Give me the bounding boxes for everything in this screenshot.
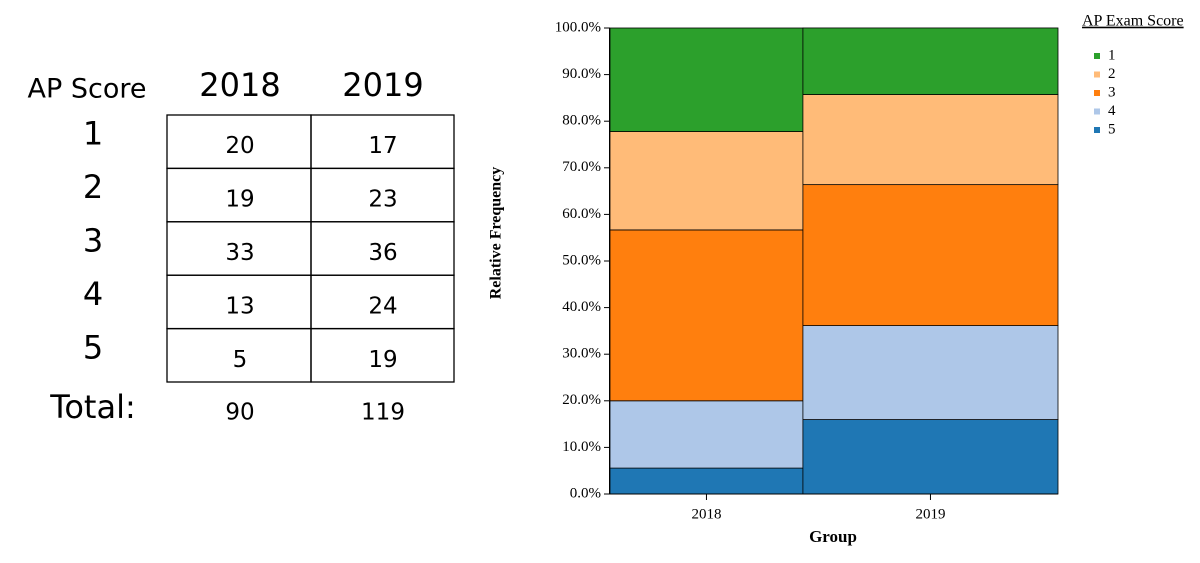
legend-swatch [1094, 127, 1100, 133]
cell-value: 33 [225, 240, 254, 266]
table-header: 2019 [342, 66, 423, 104]
total-value: 119 [361, 400, 405, 426]
cell-value: 17 [368, 133, 397, 159]
y-axis-label: Relative Frequency [488, 167, 505, 300]
legend-label: 5 [1108, 121, 1116, 137]
cell-value: 24 [368, 293, 397, 319]
y-tick-label: 20.0% [562, 392, 601, 408]
y-tick-label: 70.0% [562, 159, 601, 175]
y-tick-label: 50.0% [562, 252, 601, 268]
y-tick-label: 100.0% [555, 19, 601, 35]
bar-segment [609, 229, 804, 402]
bar-segment [609, 131, 804, 231]
row-label: 4 [83, 275, 103, 313]
row-label: 3 [83, 222, 103, 260]
total-value: 90 [225, 400, 254, 426]
legend-label: 2 [1108, 66, 1116, 82]
legend-swatch [1094, 71, 1100, 78]
cell-value: 19 [225, 187, 254, 213]
cell-value: 20 [225, 133, 254, 159]
x-tick-label: 2019 [915, 506, 945, 522]
legend-label: 1 [1108, 47, 1116, 63]
bar-segment [802, 94, 1059, 186]
y-tick-label: 80.0% [562, 113, 601, 129]
legend-label: 4 [1108, 103, 1116, 119]
legend-swatch [1094, 108, 1100, 115]
bar-segment [802, 27, 1059, 95]
legend-title: AP Exam Score [1082, 13, 1184, 30]
row-label: 5 [83, 328, 103, 366]
y-tick-label: 60.0% [562, 206, 601, 222]
cell-value: 5 [233, 347, 248, 373]
bar-segment [609, 27, 804, 132]
bar-segment [802, 419, 1059, 495]
bar-segment [609, 400, 804, 469]
legend-label: 3 [1108, 84, 1116, 100]
y-tick-label: 10.0% [562, 439, 601, 455]
bar-segment [609, 467, 804, 495]
cell-value: 19 [368, 347, 397, 373]
table-cell [310, 327, 455, 383]
table-header: 2018 [199, 66, 280, 104]
x-axis-label: Group [809, 527, 857, 546]
row-label: 2 [83, 168, 103, 206]
legend-swatch [1094, 53, 1100, 59]
y-tick-label: 90.0% [562, 66, 601, 82]
bar-segment [802, 325, 1059, 420]
table-header: AP Score [28, 74, 147, 105]
cell-value: 13 [225, 293, 254, 319]
cell-value: 36 [368, 240, 397, 266]
legend-swatch [1094, 90, 1100, 96]
cell-value: 23 [368, 187, 397, 213]
y-tick-label: 40.0% [562, 299, 601, 315]
row-label: 1 [83, 115, 103, 153]
total-label: Total: [49, 388, 136, 426]
y-tick-label: 30.0% [562, 346, 601, 362]
x-tick-label: 2018 [691, 506, 721, 522]
bar-segment [802, 184, 1059, 326]
y-tick-label: 0.0% [570, 485, 601, 501]
